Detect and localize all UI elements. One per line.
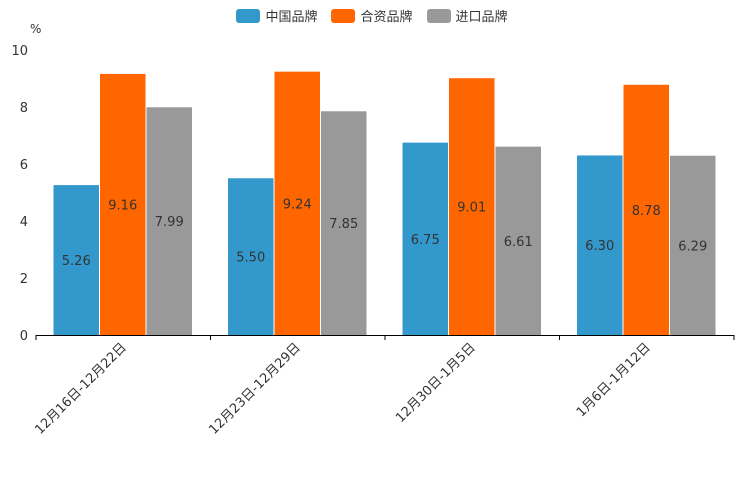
legend-label-import: 进口品牌	[455, 10, 508, 25]
x-axis-labels: 12月16日-12月22日 12月23日-12月29日 12月30日-1月5日 …	[32, 340, 653, 437]
bar-import-0[interactable]	[146, 107, 193, 335]
value-labels-group: 5.26 5.50 6.75 6.30 9.16 9.24 9.01 8.78 7.99 7.85…	[62, 197, 707, 269]
legend: 中国品牌 合资品牌 进口品牌	[0, 6, 744, 25]
bar-value-label: 7.85	[329, 217, 358, 232]
legend-swatch-import	[426, 8, 451, 23]
y-tick-label: 10	[11, 44, 28, 59]
legend-item-joint[interactable]: 合资品牌	[331, 6, 413, 25]
y-tick-label: 2	[20, 272, 28, 287]
bar-joint-3[interactable]	[623, 84, 670, 336]
bar-value-label: 7.99	[155, 215, 184, 230]
bar-china-2[interactable]	[402, 142, 449, 335]
bars-group	[53, 71, 716, 336]
x-tick-label: 12月30日-1月5日	[393, 340, 479, 426]
bar-china-3[interactable]	[577, 155, 623, 335]
x-tick-label: 12月23日-12月29日	[206, 340, 303, 437]
bar-value-label: 6.61	[504, 235, 533, 250]
bar-value-label: 6.29	[678, 239, 707, 254]
legend-item-china[interactable]: 中国品牌	[236, 6, 317, 25]
bar-china-0[interactable]	[53, 185, 100, 335]
y-tick-label: 0	[20, 329, 28, 344]
y-tick-label: 4	[20, 215, 28, 230]
bar-value-label: 6.75	[411, 233, 440, 248]
bar-import-1[interactable]	[321, 111, 367, 336]
bar-joint-0[interactable]	[100, 73, 146, 335]
y-axis-ticks: 0 2 4 6 8 10	[11, 44, 28, 344]
legend-swatch-china	[236, 8, 261, 23]
y-tick-label: 8	[20, 101, 28, 116]
legend-item-import[interactable]: 进口品牌	[426, 6, 508, 25]
bar-joint-2[interactable]	[449, 78, 495, 335]
y-tick-label: 6	[20, 158, 28, 173]
bar-china-1[interactable]	[228, 178, 274, 335]
legend-label-china: 中国品牌	[265, 10, 318, 25]
legend-label-joint: 合资品牌	[360, 10, 413, 25]
bar-import-2[interactable]	[495, 146, 542, 335]
bar-value-label: 9.16	[108, 198, 137, 213]
x-tick-label: 12月16日-12月22日	[32, 340, 129, 437]
bar-value-label: 9.01	[457, 201, 486, 216]
bar-value-label: 5.26	[62, 254, 91, 269]
bar-import-3[interactable]	[670, 155, 716, 335]
x-axis-ticks	[35, 335, 735, 340]
y-unit-label: %	[30, 22, 41, 36]
x-tick-label: 1月6日-1月12日	[574, 340, 654, 420]
bar-value-label: 8.78	[632, 204, 661, 219]
bar-value-label: 6.30	[585, 239, 614, 254]
bar-value-label: 5.50	[236, 251, 265, 266]
bar-joint-1[interactable]	[274, 71, 321, 335]
bar-value-label: 9.24	[283, 197, 312, 212]
legend-swatch-joint	[331, 8, 356, 23]
